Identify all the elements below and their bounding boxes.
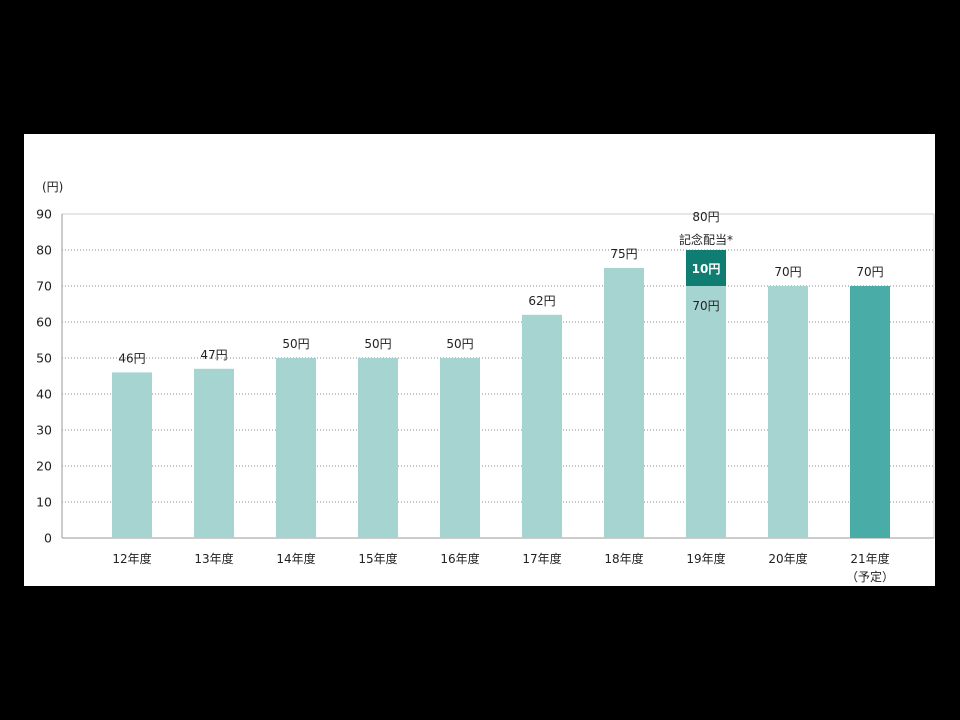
data-label: 70円 [856, 265, 883, 279]
bar-12年度 [112, 372, 152, 538]
data-label: 47円 [200, 348, 227, 362]
y-tick-label: 50 [36, 351, 52, 366]
y-tick-label: 60 [36, 315, 52, 330]
x-tick-label: 13年度 [194, 551, 233, 566]
data-label: 50円 [282, 337, 309, 351]
x-tick-label: 15年度 [358, 551, 397, 566]
chart-panel: 46円 47円 50円 50円 50円 62円 75円 80円記念配当* 10円 70円 70円 70… [24, 134, 935, 586]
bar-16年度 [440, 358, 480, 538]
y-tick-label: 10 [36, 495, 52, 510]
bar-20年度 [768, 286, 808, 538]
y-tick-label: 20 [36, 459, 52, 474]
x-tick-label: 16年度 [440, 551, 479, 566]
bar-segment-commemorative [686, 250, 726, 286]
y-tick-label: 90 [36, 207, 52, 222]
y-tick-label: 30 [36, 423, 52, 438]
x-tick-label: 18年度 [604, 551, 643, 566]
y-unit-label: (円) [42, 180, 63, 194]
y-tick-label: 40 [36, 387, 52, 402]
data-label: 75円 [610, 247, 637, 261]
x-tick-label: 12年度 [112, 551, 151, 566]
x-tick-label: 19年度 [686, 551, 725, 566]
data-label: 50円 [446, 337, 473, 351]
bar-13年度 [194, 368, 234, 538]
y-tick-label: 0 [44, 531, 52, 546]
bars [112, 250, 890, 538]
x-axis: 12年度 13年度 14年度 15年度 16年度 17年度 18年度 19年度 20年度 21年度… [112, 551, 894, 584]
data-label-extra: 10円 [692, 262, 721, 276]
bar-21年度 [850, 286, 890, 538]
x-tick-label: 21年度 [850, 551, 889, 566]
bar-18年度 [604, 268, 644, 538]
x-tick-note: （予定） [846, 569, 894, 584]
x-tick-label: 14年度 [276, 551, 315, 566]
data-label-total: 80円 [692, 210, 719, 224]
bar-17年度 [522, 314, 562, 538]
x-tick-label: 20年度 [768, 551, 807, 566]
bar-19年度 [686, 286, 726, 538]
data-label: 50円 [364, 337, 391, 351]
data-label: 62円 [528, 294, 555, 308]
data-label: 70円 [774, 265, 801, 279]
y-tick-label: 80 [36, 243, 52, 258]
y-tick-label: 70 [36, 279, 52, 294]
data-label: 46円 [118, 351, 145, 365]
bar-15年度 [358, 358, 398, 538]
data-label-extra-name: 記念配当* [679, 232, 733, 247]
data-label-base: 70円 [692, 299, 719, 313]
x-tick-label: 17年度 [522, 551, 561, 566]
bar-14年度 [276, 358, 316, 538]
y-axis: 0 10 20 30 40 50 60 70 80 90 [36, 207, 52, 546]
